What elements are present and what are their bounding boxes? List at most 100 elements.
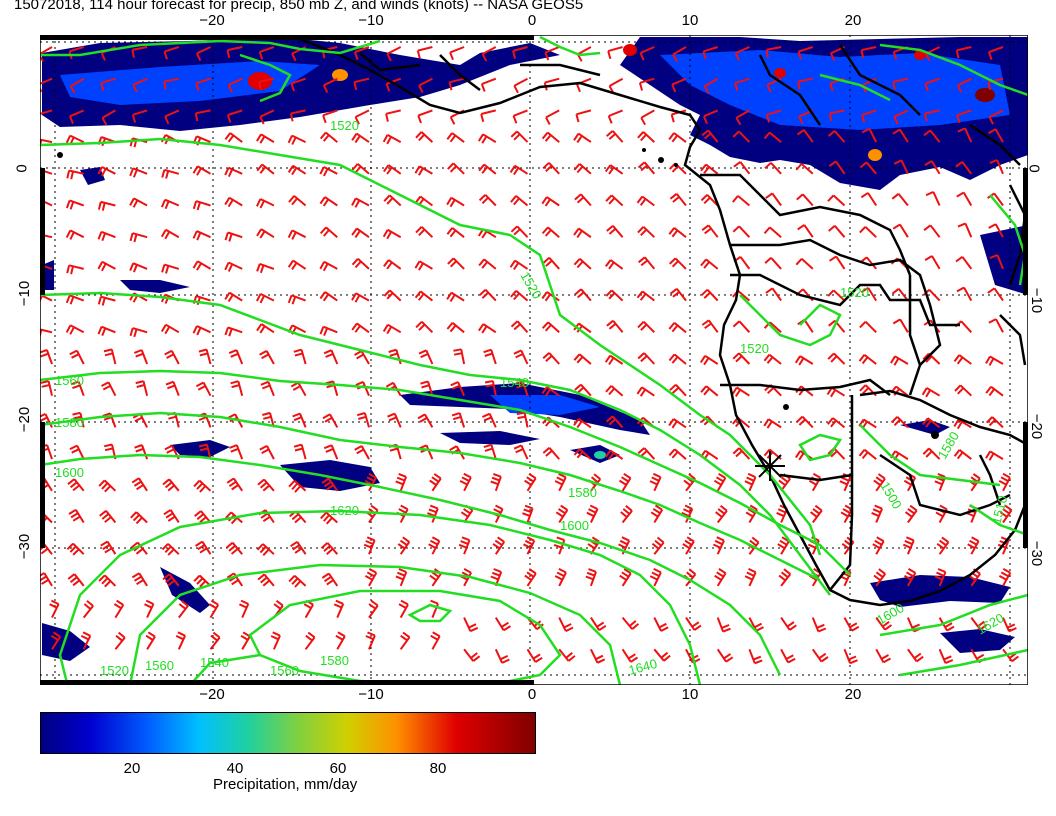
wind-barb bbox=[323, 444, 339, 460]
wind-barb bbox=[731, 386, 750, 397]
wind-barb bbox=[258, 46, 275, 60]
wind-barb bbox=[304, 631, 316, 650]
wind-barb bbox=[321, 572, 339, 587]
wind-barb bbox=[923, 109, 940, 122]
left-lat-label: −30 bbox=[16, 533, 34, 560]
wind-barb bbox=[387, 412, 402, 428]
wind-barb bbox=[164, 109, 180, 125]
wind-barb bbox=[541, 321, 560, 334]
wind-barb bbox=[891, 193, 909, 207]
wind-barb bbox=[763, 353, 782, 365]
bottom-lon-label: 0 bbox=[527, 686, 537, 703]
wind-barb bbox=[668, 322, 687, 334]
wind-barb bbox=[732, 225, 751, 238]
wind-barb bbox=[860, 192, 878, 207]
wind-barb bbox=[989, 254, 1004, 270]
wind-barb bbox=[323, 349, 339, 365]
wind-barb bbox=[827, 130, 846, 143]
wind-barb bbox=[745, 504, 758, 524]
wind-barb bbox=[907, 648, 924, 663]
wind-barb bbox=[956, 77, 972, 93]
wind-barb bbox=[226, 572, 244, 587]
wind-barb bbox=[256, 543, 275, 556]
wind-barb bbox=[365, 504, 379, 524]
wind-barb bbox=[510, 320, 529, 333]
wind-barb bbox=[478, 194, 497, 207]
wind-barb bbox=[606, 130, 624, 143]
wind-barb bbox=[574, 193, 592, 207]
wind-barb bbox=[333, 599, 345, 618]
wind-barb bbox=[989, 159, 1004, 175]
contour-label: 1560 bbox=[55, 373, 84, 388]
wind-barb bbox=[429, 473, 442, 492]
wind-barb bbox=[668, 257, 687, 270]
wind-barb bbox=[351, 227, 370, 239]
wind-barb bbox=[637, 447, 656, 460]
wind-barb bbox=[526, 648, 543, 663]
wind-barb bbox=[67, 478, 85, 492]
top-lon-label: −20 bbox=[199, 12, 225, 29]
wind-barb bbox=[320, 542, 339, 555]
wind-barb bbox=[953, 449, 972, 460]
wind-barb bbox=[606, 225, 624, 238]
wind-barb bbox=[702, 46, 718, 60]
wind-barb bbox=[997, 536, 1010, 555]
top-lon-label: 0 bbox=[527, 12, 537, 29]
wind-barb bbox=[796, 129, 814, 143]
wind-barb bbox=[414, 260, 433, 271]
wind-barb bbox=[639, 46, 655, 61]
wind-barb bbox=[446, 196, 465, 208]
wind-barb bbox=[195, 540, 212, 555]
wind-barb bbox=[130, 511, 148, 525]
wind-barb bbox=[955, 161, 973, 175]
wind-barb bbox=[541, 131, 560, 143]
wind-barb bbox=[513, 349, 529, 365]
top-lon-label: −10 bbox=[358, 12, 384, 29]
wind-barb bbox=[872, 536, 885, 555]
wind-barb bbox=[70, 380, 85, 397]
wind-barb bbox=[40, 46, 53, 62]
wind-barb bbox=[192, 325, 211, 336]
wind-barb bbox=[700, 385, 719, 397]
wind-barb bbox=[40, 413, 53, 428]
wind-barb bbox=[685, 617, 702, 631]
wind-barb bbox=[135, 380, 149, 396]
wind-barb bbox=[573, 448, 592, 460]
wind-barb bbox=[955, 255, 973, 270]
wind-barb bbox=[649, 472, 662, 492]
wind-barb bbox=[132, 77, 148, 93]
wind-barb bbox=[524, 473, 537, 492]
wind-barb bbox=[523, 536, 536, 555]
wind-barb bbox=[415, 320, 434, 334]
wind-barb bbox=[224, 166, 243, 178]
wind-barb bbox=[903, 568, 917, 587]
wind-barb bbox=[321, 477, 339, 492]
wind-barb bbox=[160, 323, 180, 335]
wind-barb bbox=[681, 504, 694, 523]
wind-barb bbox=[542, 447, 560, 460]
wind-barb bbox=[618, 472, 632, 492]
wind-barb bbox=[351, 132, 370, 144]
wind-barb bbox=[133, 349, 149, 365]
wind-barb bbox=[40, 541, 53, 555]
wind-barb bbox=[604, 449, 624, 460]
asterisk-marker bbox=[755, 451, 785, 481]
contour-label: 1520 bbox=[840, 285, 869, 300]
wind-barb bbox=[858, 354, 877, 365]
wind-barb bbox=[100, 77, 116, 91]
wind-barb bbox=[668, 227, 687, 238]
wind-barb bbox=[163, 509, 180, 524]
wind-barb bbox=[871, 504, 884, 523]
wind-barb bbox=[256, 133, 275, 144]
contour-label: 1510 bbox=[988, 494, 1010, 526]
wind-barb bbox=[936, 536, 950, 555]
wind-barb bbox=[968, 473, 981, 492]
wind-barb bbox=[512, 109, 528, 124]
wind-barb bbox=[50, 631, 62, 650]
right-lat-label: −20 bbox=[1028, 413, 1046, 440]
wind-barb bbox=[875, 617, 893, 631]
wind-barb bbox=[395, 472, 408, 492]
wind-barb bbox=[653, 617, 669, 632]
wind-barb bbox=[923, 224, 941, 238]
wind-barb bbox=[209, 631, 221, 650]
